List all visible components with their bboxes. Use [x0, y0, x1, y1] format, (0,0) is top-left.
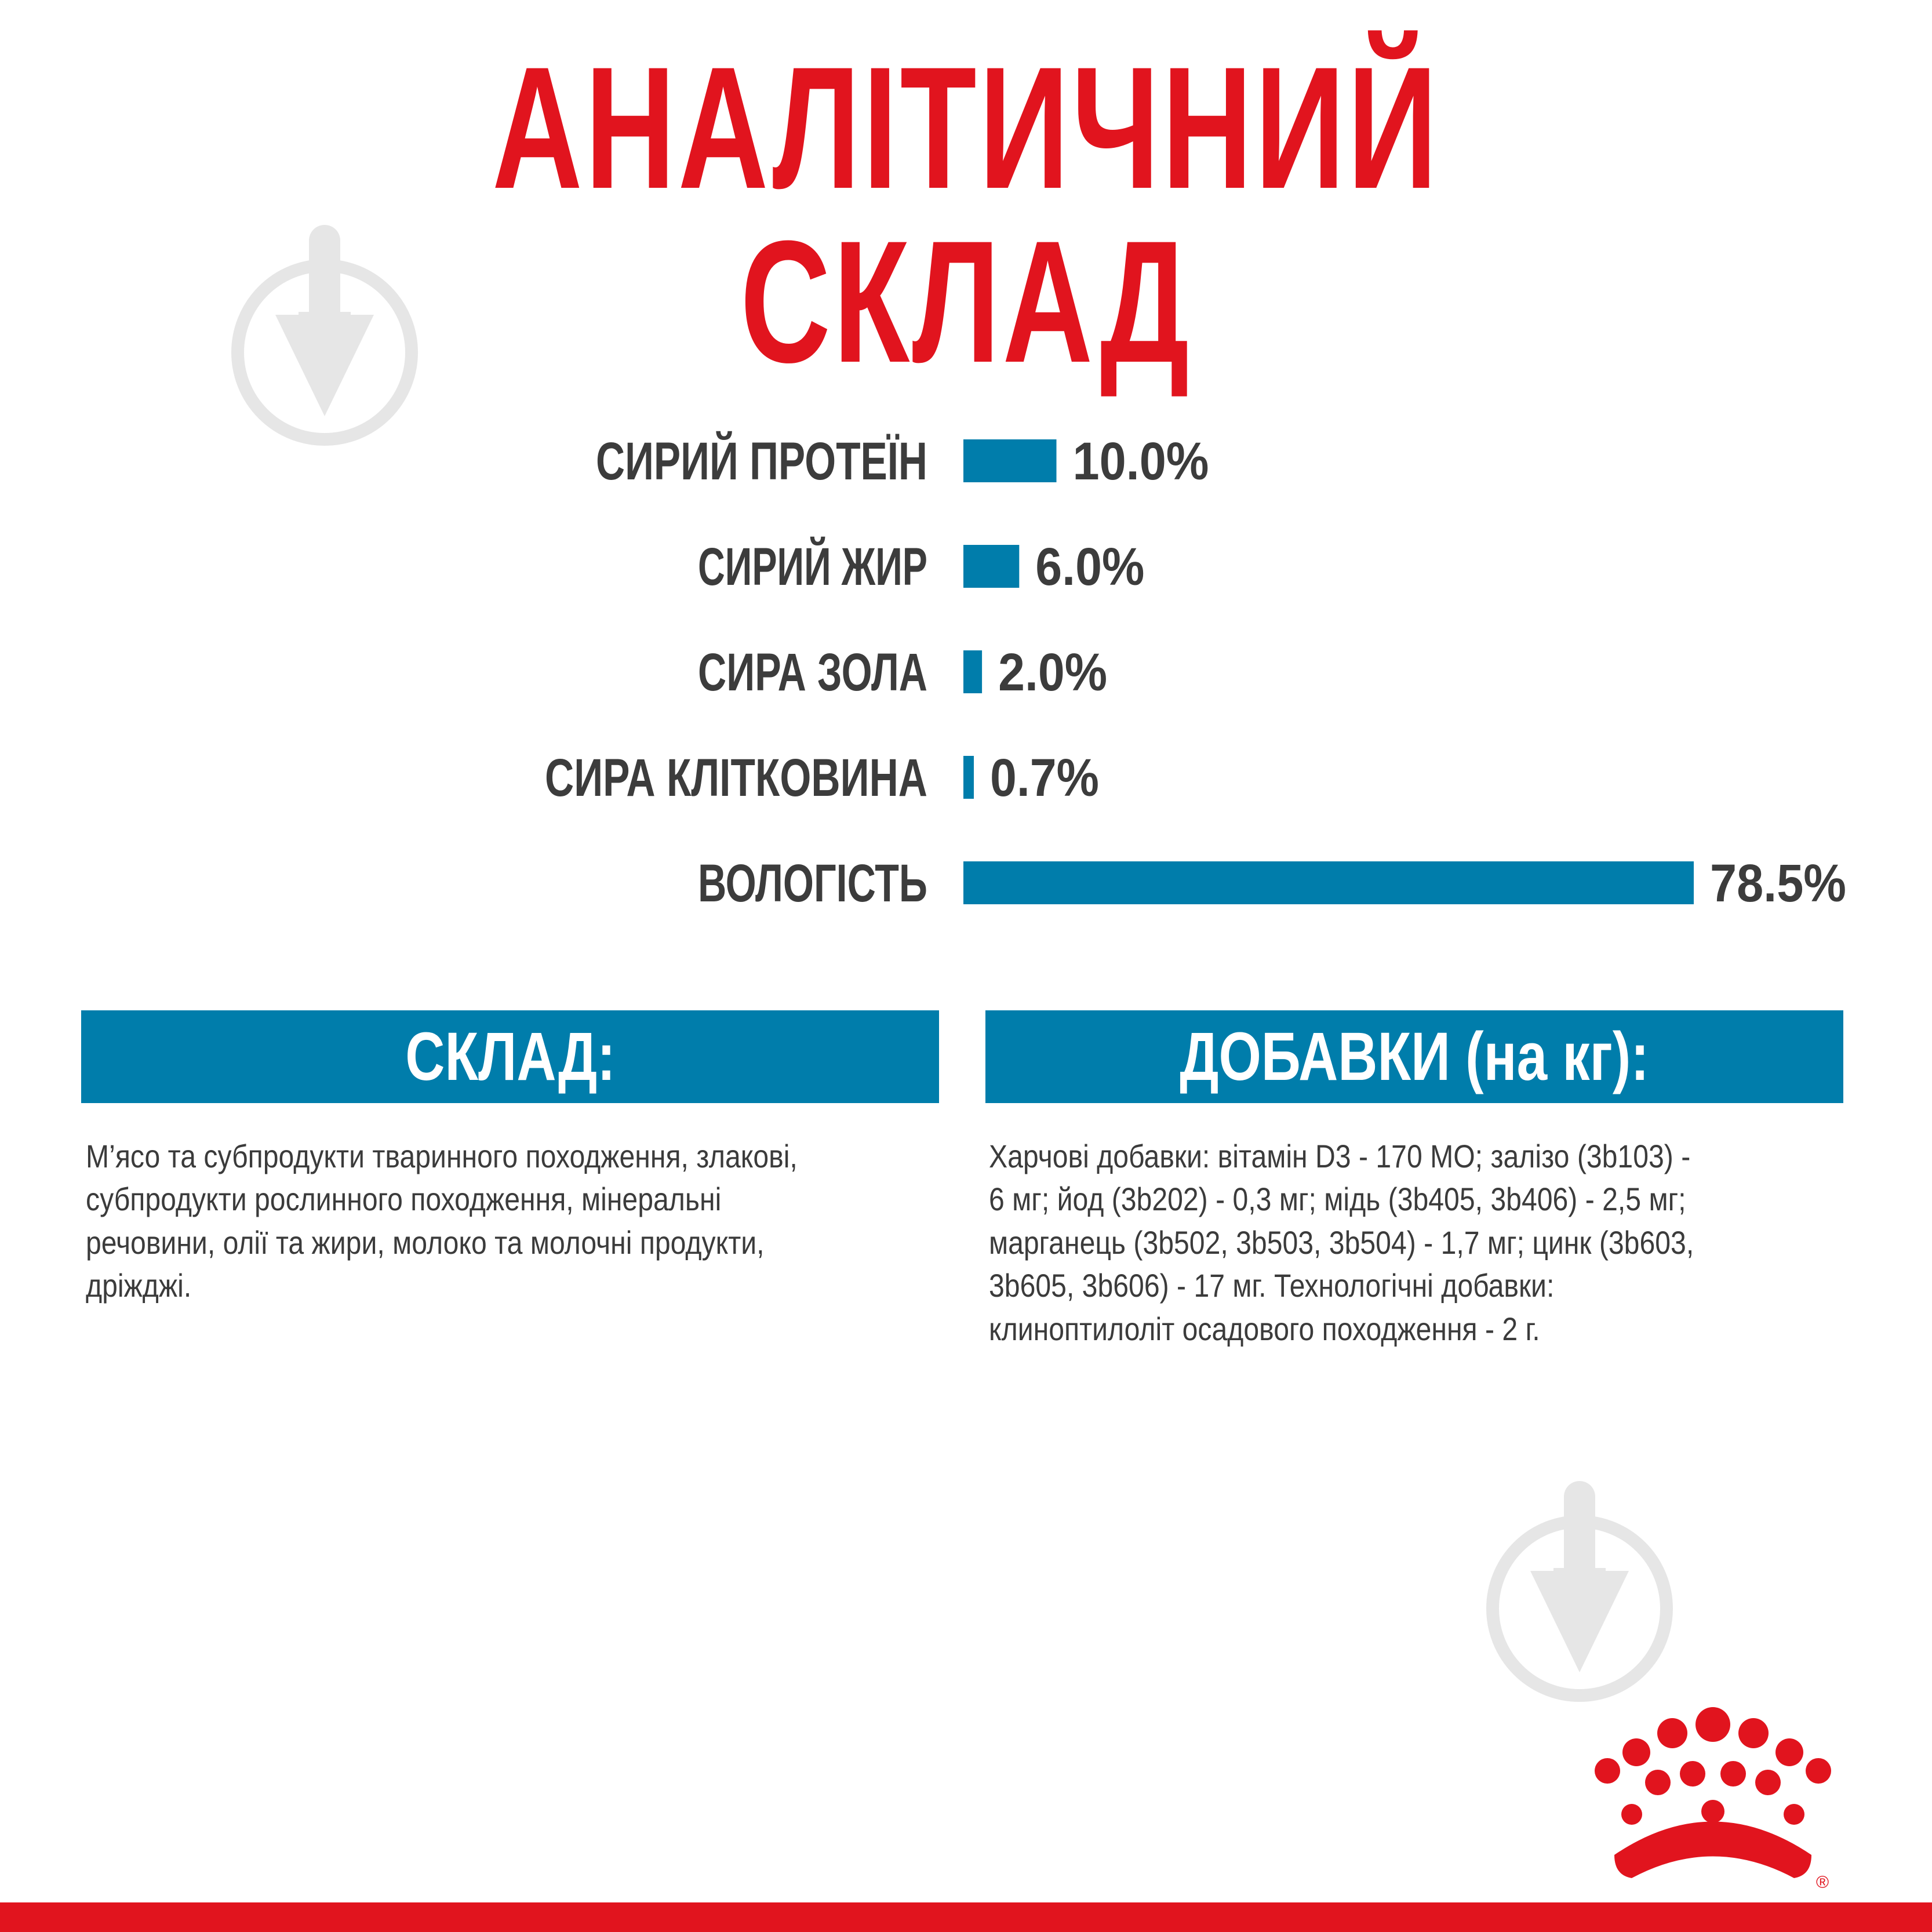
nutrient-bar-chart: СИРИЙ ПРОТЕЇН 10.0% СИРИЙ ЖИР 6.0% СИРА ЗОЛА…	[545, 431, 1846, 913]
composition-header: СКЛАД:	[81, 1010, 939, 1103]
bottom-brand-bar	[0, 1902, 1932, 1932]
value-label: 10.0%	[1073, 432, 1209, 491]
category-label: СИРИЙ ПРОТЕЇН	[596, 431, 927, 491]
value-label: 6.0%	[1035, 537, 1144, 596]
additives-header: ДОБАВКИ (на кг):	[985, 1010, 1843, 1103]
bar	[963, 756, 974, 799]
download-arrow-icon	[231, 225, 418, 446]
composition-text: М’ясо та субпродукти тваринного походжен…	[86, 1138, 798, 1304]
category-label: СИРА КЛІТКОВИНА	[545, 748, 927, 807]
composition-header-label: СКЛАД:	[405, 1018, 616, 1095]
value-label: 0.7%	[990, 748, 1099, 807]
additives-header-label: ДОБАВКИ (на кг):	[1180, 1018, 1649, 1095]
download-arrow-icon	[1486, 1481, 1673, 1702]
svg-text:®: ®	[1816, 1873, 1829, 1892]
bar	[963, 861, 1694, 904]
bar	[963, 439, 1057, 482]
value-label: 2.0%	[998, 643, 1107, 702]
bar	[963, 650, 983, 693]
bar	[963, 545, 1020, 588]
category-label: СИРИЙ ЖИР	[698, 536, 927, 596]
category-label: СИРА ЗОЛА	[698, 643, 927, 702]
page-title: АНАЛІТИЧНИЙ СКЛАД	[492, 30, 1440, 399]
value-label: 78.5%	[1710, 854, 1846, 913]
additives-text: Харчові добавки: вітамін D3 - 170 МО; за…	[989, 1138, 1694, 1347]
category-label: ВОЛОГІСТЬ	[698, 854, 927, 913]
crown-logo-icon: ®	[1595, 1707, 1831, 1892]
